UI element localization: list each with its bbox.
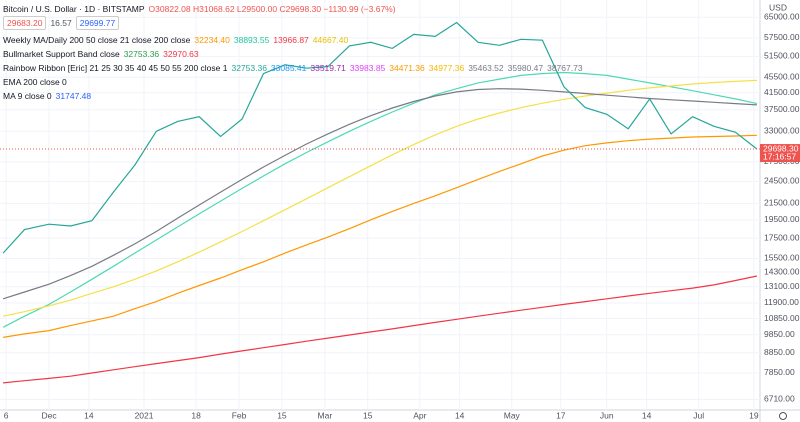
study-value: 33519.71 bbox=[310, 63, 346, 73]
x-tick-label: 15 bbox=[277, 410, 287, 420]
price-box: 29699.77 bbox=[75, 16, 120, 30]
ohlc: O30822.08 H31068.62 L29500.00 C29698.30 … bbox=[148, 4, 396, 14]
y-tick-label: 15500.00 bbox=[764, 253, 800, 263]
x-tick-label: Feb bbox=[232, 410, 247, 420]
y-tick-label: 11900.00 bbox=[764, 297, 799, 307]
study-label: Bullmarket Support Band close bbox=[3, 49, 120, 59]
study-label: MA 9 close 0 bbox=[3, 91, 52, 101]
x-tick-label: 19 bbox=[749, 410, 759, 420]
study-value: 33085.41 bbox=[270, 63, 307, 73]
y-tick-label: 9850.00 bbox=[764, 329, 795, 339]
y-tick-label: 37500.00 bbox=[764, 104, 800, 114]
x-tick-label: 14 bbox=[642, 410, 652, 420]
y-tick-label: 6710.00 bbox=[764, 394, 795, 404]
x-tick-label: Jul bbox=[693, 410, 704, 420]
y-tick-label: 24500.00 bbox=[764, 176, 800, 186]
y-tick-label: 14300.00 bbox=[764, 266, 800, 276]
x-tick-label: May bbox=[504, 410, 521, 420]
y-tick-label: 33000.00 bbox=[764, 126, 800, 136]
study-value: 32234.40 bbox=[194, 35, 230, 45]
series-line bbox=[3, 134, 757, 338]
study-row: MA 9 close 0 31747.48 bbox=[3, 89, 587, 103]
study-label: Rainbow Ribbon [Eric] 21 25 30 35 40 45 … bbox=[3, 63, 228, 73]
x-tick-label: 15 bbox=[363, 410, 373, 420]
study-value: 32970.63 bbox=[163, 49, 199, 59]
price-boxes: 29683.20 16.57 29699.77 bbox=[3, 16, 587, 33]
plot-area bbox=[0, 0, 760, 410]
study-value: 35463.52 bbox=[468, 63, 504, 73]
study-value: 31747.48 bbox=[55, 91, 92, 101]
header-row: Bitcoin / U.S. Dollar · 1D · BITSTAMP O30… bbox=[3, 2, 587, 16]
x-tick-label: 2021 bbox=[135, 410, 154, 420]
study-value: 34471.36 bbox=[389, 63, 425, 73]
x-tick-label: Jun bbox=[600, 410, 614, 420]
x-tick-label: 18 bbox=[191, 410, 201, 420]
study-row: Rainbow Ribbon [Eric] 21 25 30 35 40 45 … bbox=[3, 61, 587, 75]
header: Bitcoin / U.S. Dollar · 1D · BITSTAMP O30… bbox=[3, 2, 587, 103]
study-value: 33983.85 bbox=[349, 63, 386, 73]
price-box: 29683.20 bbox=[3, 16, 47, 30]
series-line bbox=[2, 88, 757, 300]
study-value: 34977.36 bbox=[428, 63, 465, 73]
currency: USD bbox=[769, 2, 787, 12]
study-value: 32753.36 bbox=[231, 63, 267, 73]
y-tick-label: 45500.00 bbox=[764, 71, 800, 81]
x-tick-label: 14 bbox=[84, 410, 94, 420]
study-value: 38893.55 bbox=[233, 35, 270, 45]
symbol: Bitcoin / U.S. Dollar · 1D · BITSTAMP bbox=[3, 4, 145, 14]
y-tick-label: 13100.00 bbox=[764, 281, 800, 291]
study-value: 38767.73 bbox=[547, 63, 583, 73]
x-tick-label: Mar bbox=[318, 410, 333, 420]
study-value: 35980.47 bbox=[507, 63, 544, 73]
y-tick-label: 51500.00 bbox=[764, 51, 800, 61]
y-tick-label: 19500.00 bbox=[764, 214, 800, 224]
y-tick-label: 10850.00 bbox=[764, 313, 800, 323]
study-label: EMA 200 close 0 bbox=[3, 77, 67, 87]
study-value: 32753.36 bbox=[123, 49, 160, 59]
study-value: 13966.87 bbox=[273, 35, 309, 45]
y-tick-label: 41500.00 bbox=[764, 87, 800, 97]
series-line bbox=[2, 21, 758, 254]
x-tick-label: 14 bbox=[455, 410, 465, 420]
study-row: EMA 200 close 0 bbox=[3, 75, 587, 89]
last-price-tag bbox=[760, 144, 800, 163]
study-label: Weekly MA/Daily 200 50 close 21 close 20… bbox=[3, 35, 191, 45]
y-tick-label: 17500.00 bbox=[764, 232, 800, 242]
study-row: Bullmarket Support Band close 32753.36 329… bbox=[3, 47, 587, 61]
price-box: 16.57 bbox=[50, 18, 72, 28]
settings-icon[interactable] bbox=[779, 412, 787, 420]
x-tick-label: Apr bbox=[413, 410, 426, 420]
y-tick-label: 65000.00 bbox=[764, 11, 800, 21]
series-line bbox=[2, 71, 758, 328]
x-tick-label: Dec bbox=[41, 410, 57, 420]
y-tick-label: 7850.00 bbox=[764, 367, 795, 377]
x-tick-label: 17 bbox=[556, 410, 566, 420]
series-line bbox=[2, 79, 757, 317]
y-tick-label: 57500.00 bbox=[764, 32, 800, 42]
study-value: 44667.40 bbox=[312, 35, 349, 45]
countdown: 17:16:57 bbox=[763, 151, 796, 161]
grid bbox=[0, 0, 760, 410]
last-price: 29698.30 bbox=[763, 143, 799, 153]
y-tick-label: 8850.00 bbox=[764, 347, 795, 357]
study-row: Weekly MA/Daily 200 50 close 21 close 20… bbox=[3, 33, 587, 47]
x-tick-label: 6 bbox=[4, 410, 9, 420]
series-line bbox=[3, 275, 758, 384]
y-tick-label: 21500.00 bbox=[764, 198, 800, 208]
